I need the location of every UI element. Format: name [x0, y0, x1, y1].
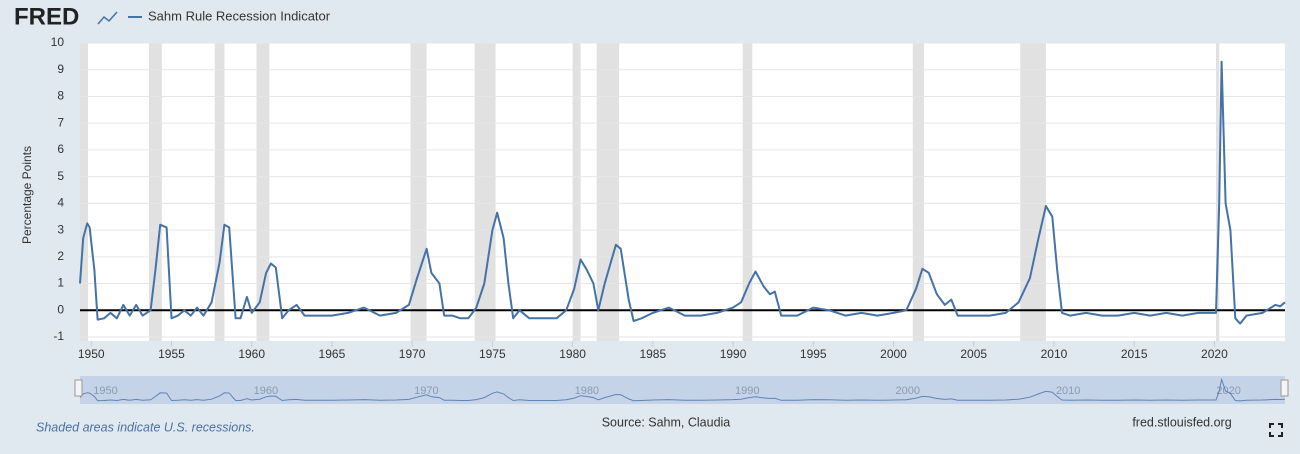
x-tick-label: 1970 — [399, 347, 426, 361]
recession-band — [1216, 43, 1220, 341]
y-tick-label: 7 — [57, 115, 64, 129]
navigator-handle[interactable] — [74, 379, 83, 397]
y-tick-label: 9 — [57, 62, 64, 76]
recession-band — [1020, 43, 1046, 341]
navigator-tick-label: 1960 — [254, 385, 278, 397]
navigator-handle[interactable] — [1280, 379, 1289, 397]
footer-source: Source: Sahm, Claudia — [602, 415, 731, 429]
navigator-line — [79, 377, 1286, 402]
navigator-tick-label: 2020 — [1216, 385, 1240, 397]
y-tick-label: 10 — [51, 35, 65, 49]
y-axis-title: Percentage Points — [20, 146, 34, 244]
x-tick-label: 2010 — [1041, 347, 1068, 361]
recession-band — [214, 43, 225, 341]
x-tick-label: 1960 — [238, 347, 265, 361]
x-tick-label: 1965 — [319, 347, 346, 361]
navigator-tick-label: 2010 — [1056, 385, 1080, 397]
y-tick-label: 0 — [57, 302, 64, 316]
x-tick-label: 1985 — [639, 347, 666, 361]
x-tick-label: 1950 — [78, 347, 105, 361]
plot-area — [80, 43, 1285, 341]
x-tick-label: 2005 — [960, 347, 987, 361]
legend-label[interactable]: Sahm Rule Recession Indicator — [148, 8, 331, 23]
recession-band — [256, 43, 270, 341]
x-tick-label: 1975 — [479, 347, 506, 361]
x-tick-label: 1955 — [158, 347, 185, 361]
y-tick-label: 4 — [57, 196, 64, 210]
y-tick-label: 8 — [57, 89, 64, 103]
recession-band — [742, 43, 753, 341]
navigator-tick-label: 1980 — [575, 385, 599, 397]
x-tick-label: 2000 — [880, 347, 907, 361]
x-tick-label: 2015 — [1121, 347, 1148, 361]
footer-note: Shaded areas indicate U.S. recessions. — [36, 420, 255, 434]
navigator-tick-label: 1970 — [414, 385, 438, 397]
navigator-tick-label: 1990 — [735, 385, 759, 397]
x-tick-label: 1990 — [720, 347, 747, 361]
recession-band — [148, 43, 162, 341]
y-tick-label: 1 — [57, 276, 64, 290]
logo: FRED — [14, 3, 79, 30]
navigator-tick-label: 1950 — [93, 385, 117, 397]
recession-band — [912, 43, 924, 341]
y-tick-label: 6 — [57, 142, 64, 156]
logo-icon — [97, 11, 118, 25]
recession-band — [410, 43, 427, 341]
x-tick-label: 1980 — [559, 347, 586, 361]
footer-site[interactable]: fred.stlouisfed.org — [1132, 415, 1231, 429]
recession-band — [474, 43, 496, 341]
recession-band — [596, 43, 620, 341]
y-tick-label: 5 — [57, 169, 64, 183]
fullscreen-icon[interactable] — [1269, 423, 1283, 437]
x-tick-label: 1995 — [800, 347, 827, 361]
x-tick-label: 2020 — [1201, 347, 1228, 361]
y-tick-label: -1 — [53, 329, 64, 343]
series-line — [79, 60, 1286, 325]
recession-band — [572, 43, 581, 341]
navigator-tick-label: 2000 — [895, 385, 919, 397]
recession-band — [80, 43, 89, 341]
y-tick-label: 2 — [57, 249, 64, 263]
y-tick-label: 3 — [57, 222, 64, 236]
